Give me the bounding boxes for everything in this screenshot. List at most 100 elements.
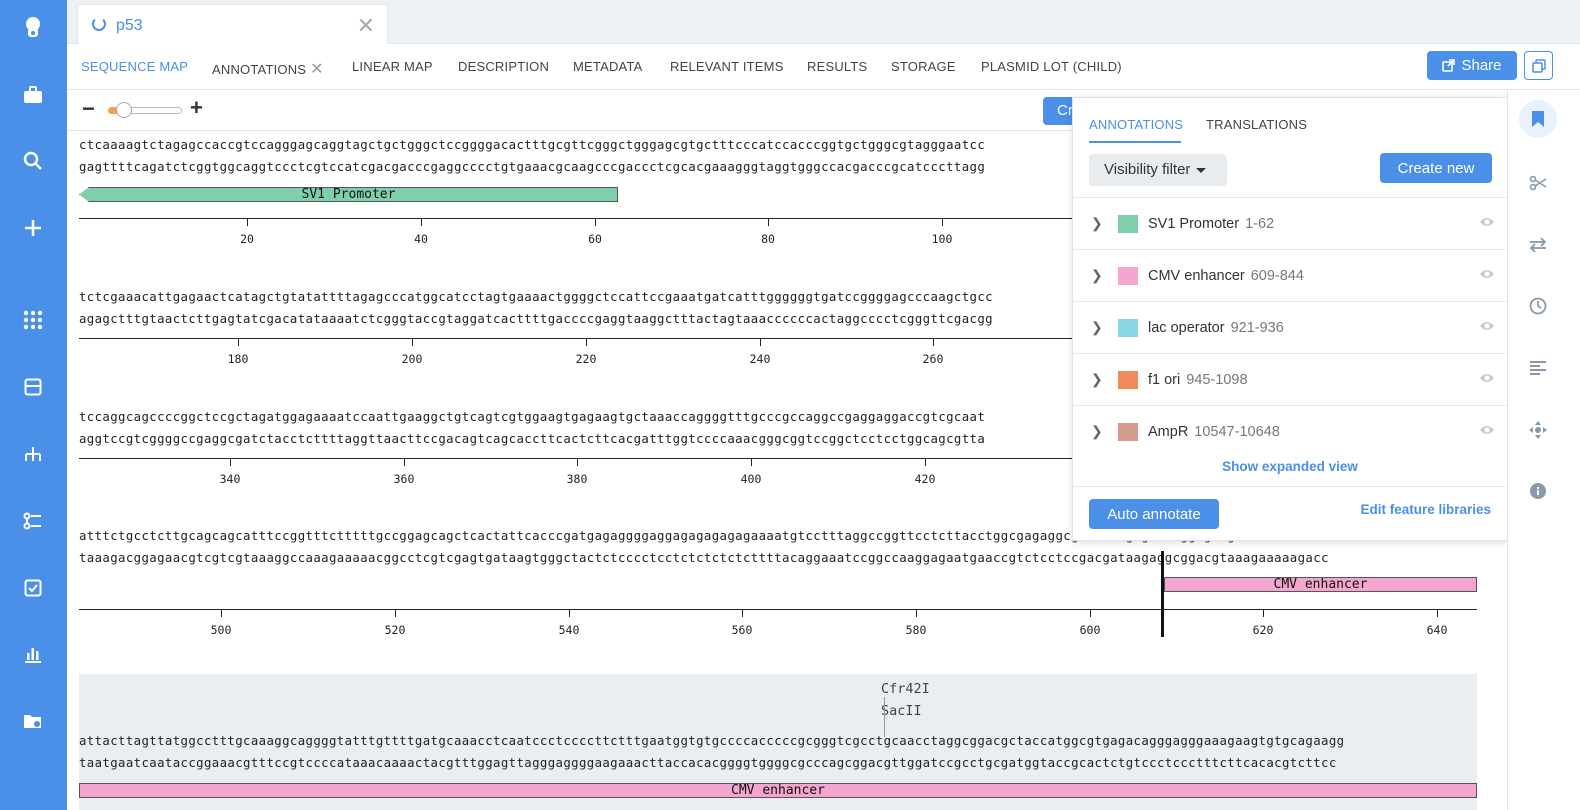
annotation-row[interactable]: ❯ CMV enhancer 609-844 [1073,250,1507,302]
ruler-label: 100 [931,232,953,246]
annotation-range: 945-1098 [1186,372,1248,388]
visibility-filter-dropdown[interactable]: Visibility filter [1089,154,1227,186]
search-icon[interactable] [20,148,46,174]
ruler-tick [577,458,578,466]
annotation-row[interactable]: ❯ AmpR 10547-10648 [1073,406,1507,445]
close-tab-icon[interactable]: ✕ [310,61,324,78]
bookmark-icon[interactable] [1519,100,1557,138]
chevron-right-icon[interactable]: ❯ [1091,371,1103,387]
ruler-tick [569,609,570,617]
plus-icon[interactable] [20,215,46,241]
sequence-top-strand[interactable]: ctcaaaagtctagagccaccgtccagggagcaggtagctg… [79,138,986,152]
annotation-entry: AmpR 10547-10648 [1148,424,1280,440]
info-icon[interactable] [1527,480,1549,502]
layout-icon[interactable] [20,374,46,400]
folder-settings-icon[interactable] [20,708,46,734]
sequence-top-strand[interactable]: tctcgaaacattgagaactcatagctgtatattttagagc… [79,290,993,304]
annotation-name: CMV enhancer [1148,268,1245,284]
workflow-icon[interactable] [20,508,46,534]
eye-icon[interactable] [1479,268,1495,280]
auto-annotate-button[interactable]: Auto annotate [1089,499,1219,529]
hierarchy-icon[interactable] [20,441,46,467]
tab-metadata[interactable]: METADATA [573,59,643,74]
document-tab[interactable]: p53 ✕ [77,4,388,44]
eye-icon[interactable] [1479,216,1495,228]
sequence-bottom-strand[interactable]: gagttttcagatctcggtggcaggtccctcgtccatcgac… [79,160,986,174]
sequence-bottom-strand[interactable]: aggtccgtcggggccgaggcgatctacctcttttaggtta… [79,432,986,446]
sequence-bottom-strand[interactable]: taaagacggagaacgtcgtcgtaaaggccaaagaaaaacg… [79,551,1329,565]
enzyme-site-sacii[interactable]: SacII [881,703,922,719]
ruler-label: 220 [575,352,597,366]
chevron-right-icon[interactable]: ❯ [1091,267,1103,283]
share-button[interactable]: Share [1427,51,1517,80]
ruler-tick [760,338,761,346]
document-tab-strip: p53 ✕ [67,0,1580,44]
enzyme-site-cfr42i[interactable]: Cfr42I [881,681,930,697]
logo-icon[interactable] [20,16,46,42]
copy-button[interactable] [1524,51,1553,80]
annotation-row[interactable]: ❯ SV1 Promoter 1-62 [1073,198,1507,250]
tab-storage[interactable]: STORAGE [891,59,956,74]
panel-tab-translations[interactable]: TRANSLATIONS [1206,117,1308,132]
panel-tab-annotations[interactable]: ANNOTATIONS [1089,117,1184,132]
tab-linear-map[interactable]: LINEAR MAP [352,59,433,74]
sequence-top-strand[interactable]: tccaggcagccccggctccgctagatggagaaaatccaat… [79,410,986,424]
zoom-slider-handle[interactable] [116,102,132,118]
sequence-top-strand[interactable]: attacttagttatggcctttgcaaaggcaggggtatttgt… [79,734,1345,748]
annotation-row[interactable]: ❯ lac operator 921-936 [1073,302,1507,354]
annotation-entry: lac operator 921-936 [1148,320,1284,336]
tab-relevant-items[interactable]: RELEVANT ITEMS [670,59,784,74]
tab-sequence-map[interactable]: SEQUENCE MAP [81,59,189,74]
move-icon[interactable] [1527,419,1549,441]
feature-cmv-enhancer[interactable]: CMV enhancer [79,783,1477,798]
right-tool-rail [1507,90,1580,810]
ruler-label: 520 [384,623,406,637]
create-new-button[interactable]: Create new [1380,153,1492,183]
briefcase-icon[interactable] [20,82,46,108]
close-icon[interactable]: ✕ [356,13,375,38]
feature-cmv-enhancer[interactable]: CMV enhancer [1164,577,1477,592]
eye-icon[interactable] [1479,424,1495,436]
feature-sv1-promoter[interactable]: SV1 Promoter [79,187,618,202]
chevron-right-icon[interactable]: ❯ [1091,215,1103,231]
sequence-map[interactable]: ctcaaaagtctagagccaccgtccagggagcaggtagctg… [67,130,1507,810]
sequence-bottom-strand[interactable]: taatgaatcaataccggaaacgtttccgtccccataaaca… [79,756,1337,770]
apps-grid-icon[interactable] [20,307,46,333]
eye-icon[interactable] [1479,320,1495,332]
ruler-label: 180 [227,352,249,366]
external-link-icon [1442,59,1456,72]
scissors-icon[interactable] [1527,172,1549,194]
zoom-out-button[interactable]: − [82,96,95,121]
ruler-tick [751,458,752,466]
annotation-row[interactable]: ❯ f1 ori 945-1098 [1073,354,1507,406]
ruler [79,458,1477,459]
active-tab-indicator [1089,141,1181,143]
chevron-right-icon[interactable]: ❯ [1091,423,1103,439]
swap-icon[interactable] [1527,234,1549,256]
ruler-label: 40 [414,232,428,246]
ruler-tick [942,218,943,226]
align-left-icon[interactable] [1527,357,1549,379]
ruler-label: 640 [1426,623,1448,637]
tab-results[interactable]: RESULTS [807,59,868,74]
chevron-right-icon[interactable]: ❯ [1091,319,1103,335]
visibility-filter-label: Visibility filter [1104,161,1191,178]
annotation-list: ❯ SV1 Promoter 1-62 ❯ CMV enhancer 609-844… [1073,197,1507,445]
tab-annotations[interactable]: ANNOTATIONS ✕ [212,59,324,79]
eye-icon[interactable] [1479,372,1495,384]
edit-feature-libraries-link[interactable]: Edit feature libraries [1360,502,1491,517]
zoom-in-button[interactable]: + [190,95,203,120]
enzyme-cut-marker [884,697,885,737]
color-swatch [1118,423,1138,441]
checklist-icon[interactable] [20,575,46,601]
sequence-bottom-strand[interactable]: agagctttgtaactcttgagtatcgacatataaaatctcg… [79,312,993,326]
tab-description[interactable]: DESCRIPTION [458,59,550,74]
history-icon[interactable] [1527,295,1549,317]
show-expanded-view-link[interactable]: Show expanded view [1222,459,1358,474]
ruler-tick [595,218,596,226]
tab-plasmid-lot[interactable]: PLASMID LOT (CHILD) [981,59,1122,74]
sequence-top-strand[interactable]: atttctgcctcttgcagcagcatttccggtttctttttgc… [79,529,1251,543]
annotation-name: AmpR [1148,424,1189,440]
panel-footer: Auto annotate Edit feature libraries [1073,486,1507,541]
bar-chart-icon[interactable] [20,641,46,667]
